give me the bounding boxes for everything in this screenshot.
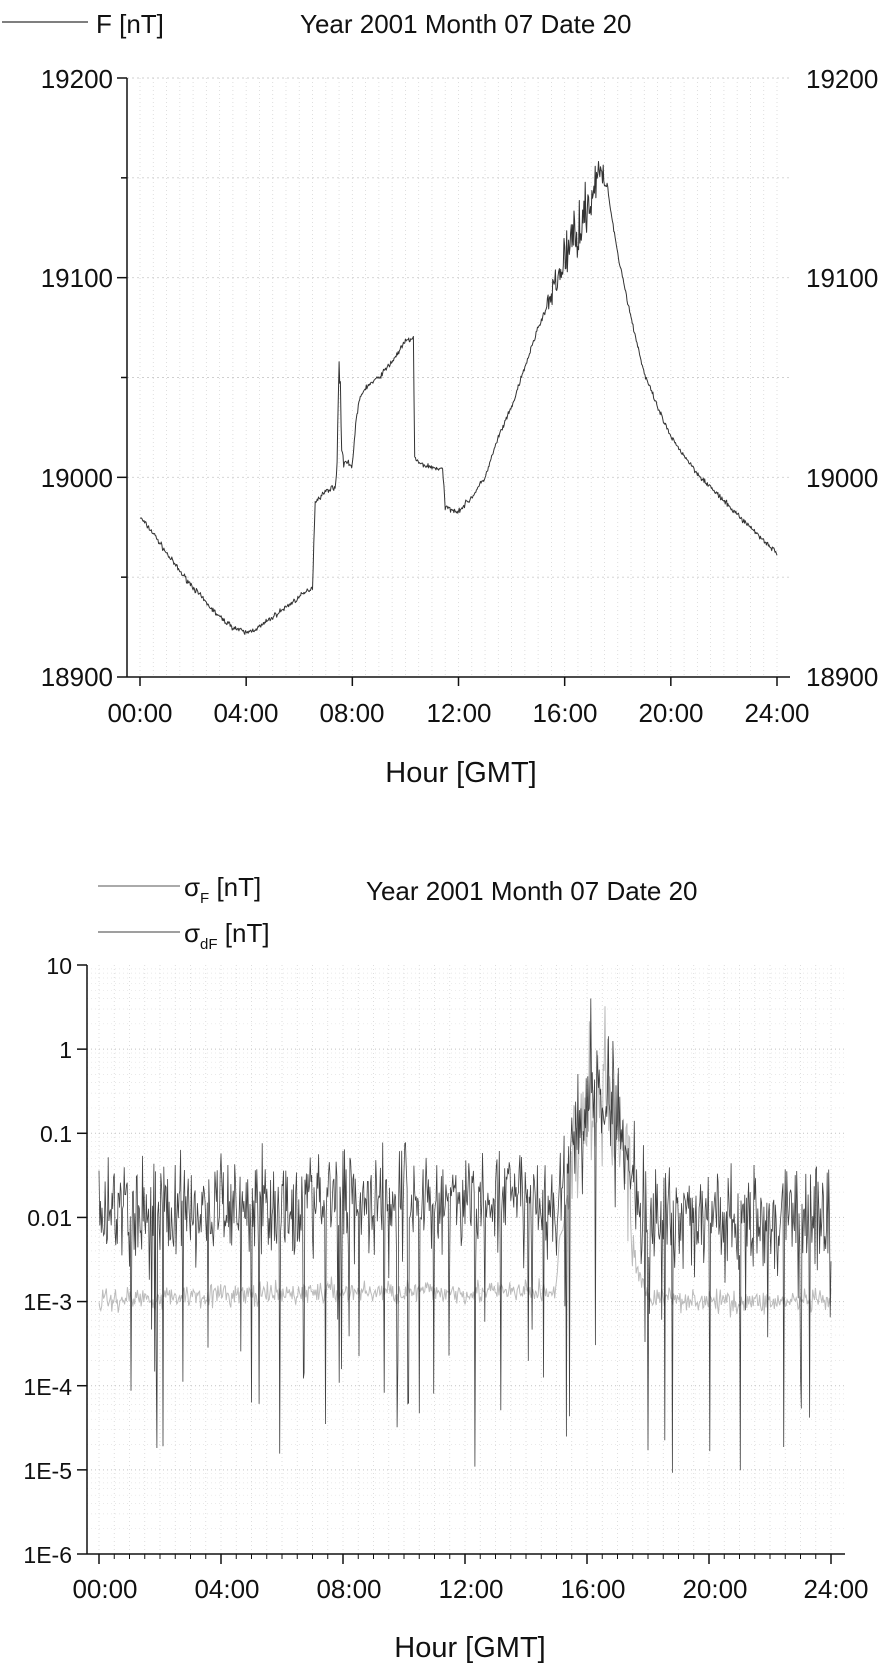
chart2-series-layer <box>98 998 832 1473</box>
chart2-x-tick-label: 00:00 <box>72 1574 137 1604</box>
chart2-y-tick-label: 1E-4 <box>23 1374 72 1400</box>
chart1-x-tick-labels: 00:00 04:00 08:00 12:00 16:00 20:00 24:0… <box>107 698 809 728</box>
chart1-x-tick-label: 04:00 <box>213 698 278 728</box>
chart1-title: Year 2001 Month 07 Date 20 <box>300 9 632 39</box>
chart2-x-tick-label: 12:00 <box>438 1574 503 1604</box>
chart2-y-tick-label: 1 <box>59 1037 72 1063</box>
chart2-y-tick-label: 10 <box>46 953 72 979</box>
chart1-legend-label: F [nT] <box>96 9 164 39</box>
chart2-x-tick-label: 16:00 <box>560 1574 625 1604</box>
chart2-x-axis-label: Hour [GMT] <box>394 1632 545 1664</box>
chart1-y-tick-labels: 18900 19000 19100 19200 <box>41 64 113 692</box>
chart-2: σF [nT] σdF [nT] Year 2001 Month 07 Date… <box>23 872 868 1664</box>
chart2-y-tick-labels: 1E-6 1E-5 1E-4 1E-3 0.01 0.1 1 10 <box>23 953 72 1568</box>
chart1-x-axis-label: Hour [GMT] <box>385 757 536 789</box>
chart2-x-tick-label: 04:00 <box>194 1574 259 1604</box>
chart2-y-tick-label: 0.01 <box>27 1205 72 1231</box>
chart1-x-tick-label: 08:00 <box>319 698 384 728</box>
chart1-y-tick-label-right: 19000 <box>806 463 878 493</box>
chart1-x-tick-label: 00:00 <box>107 698 172 728</box>
chart2-y-tick-label: 1E-3 <box>23 1289 72 1315</box>
chart1-x-tick-label: 20:00 <box>638 698 703 728</box>
chart1-y-tick-labels-right: 18900 19000 19100 19200 <box>806 64 878 692</box>
chart-1: F [nT] Year 2001 Month 07 Date 20 18900 … <box>2 9 878 789</box>
chart1-grid <box>127 77 790 678</box>
chart1-ticks <box>117 77 778 686</box>
chart1-y-tick-label: 19100 <box>41 263 113 293</box>
chart2-ticks <box>77 964 832 1564</box>
chart2-grid <box>87 965 845 1555</box>
chart1-x-tick-label: 24:00 <box>744 698 809 728</box>
chart1-y-tick-label-right: 19200 <box>806 64 878 94</box>
chart1-x-tick-label: 12:00 <box>426 698 491 728</box>
chart2-x-tick-label: 20:00 <box>682 1574 747 1604</box>
chart2-title: Year 2001 Month 07 Date 20 <box>366 876 698 906</box>
chart1-y-tick-label: 19000 <box>41 463 113 493</box>
chart1-y-tick-label: 19200 <box>41 64 113 94</box>
chart2-series-sigma-df <box>98 998 832 1473</box>
chart2-y-tick-label: 1E-6 <box>23 1542 72 1568</box>
chart2-legend-label-sigma-df: σdF [nT] <box>184 918 270 953</box>
chart2-x-tick-label: 24:00 <box>803 1574 868 1604</box>
chart1-y-tick-label-right: 19100 <box>806 263 878 293</box>
chart2-y-tick-label: 1E-5 <box>23 1458 72 1484</box>
chart1-y-tick-label: 18900 <box>41 662 113 692</box>
chart1-series-layer <box>140 161 778 635</box>
chart2-y-tick-label: 0.1 <box>40 1121 72 1147</box>
chart2-x-tick-labels: 00:00 04:00 08:00 12:00 16:00 20:00 24:0… <box>72 1574 868 1604</box>
chart1-x-tick-label: 16:00 <box>532 698 597 728</box>
chart1-series-f <box>140 161 778 635</box>
chart1-y-tick-label-right: 18900 <box>806 662 878 692</box>
chart2-legend-label-sigma-f: σF [nT] <box>184 872 261 907</box>
chart2-x-tick-label: 08:00 <box>316 1574 381 1604</box>
